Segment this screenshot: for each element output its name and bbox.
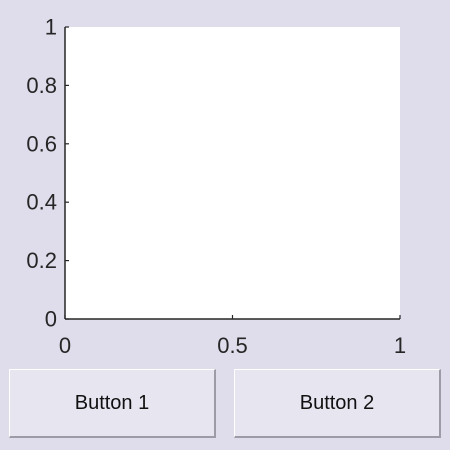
y-tick-label: 0.8	[26, 73, 57, 98]
plot-area	[65, 27, 400, 319]
x-tick-label: 0.5	[217, 333, 248, 358]
y-tick-label: 0.4	[26, 190, 57, 215]
x-ticks: 0 0.5 1	[59, 315, 406, 358]
y-tick-label: 1	[45, 15, 57, 40]
x-tick-label: 0	[59, 333, 71, 358]
y-tick-label: 0	[45, 307, 57, 332]
y-ticks: 0 0.2 0.4 0.6 0.8 1	[26, 15, 69, 332]
x-tick-label: 1	[394, 333, 406, 358]
plot-axes: 00.20.40.60.81 0 0.5 1	[26, 15, 406, 359]
button-1[interactable]: Button 1	[9, 369, 216, 438]
button-2[interactable]: Button 2	[234, 369, 441, 438]
y-tick-label: 0.2	[26, 248, 57, 273]
y-tick-label: 0.6	[26, 131, 57, 156]
